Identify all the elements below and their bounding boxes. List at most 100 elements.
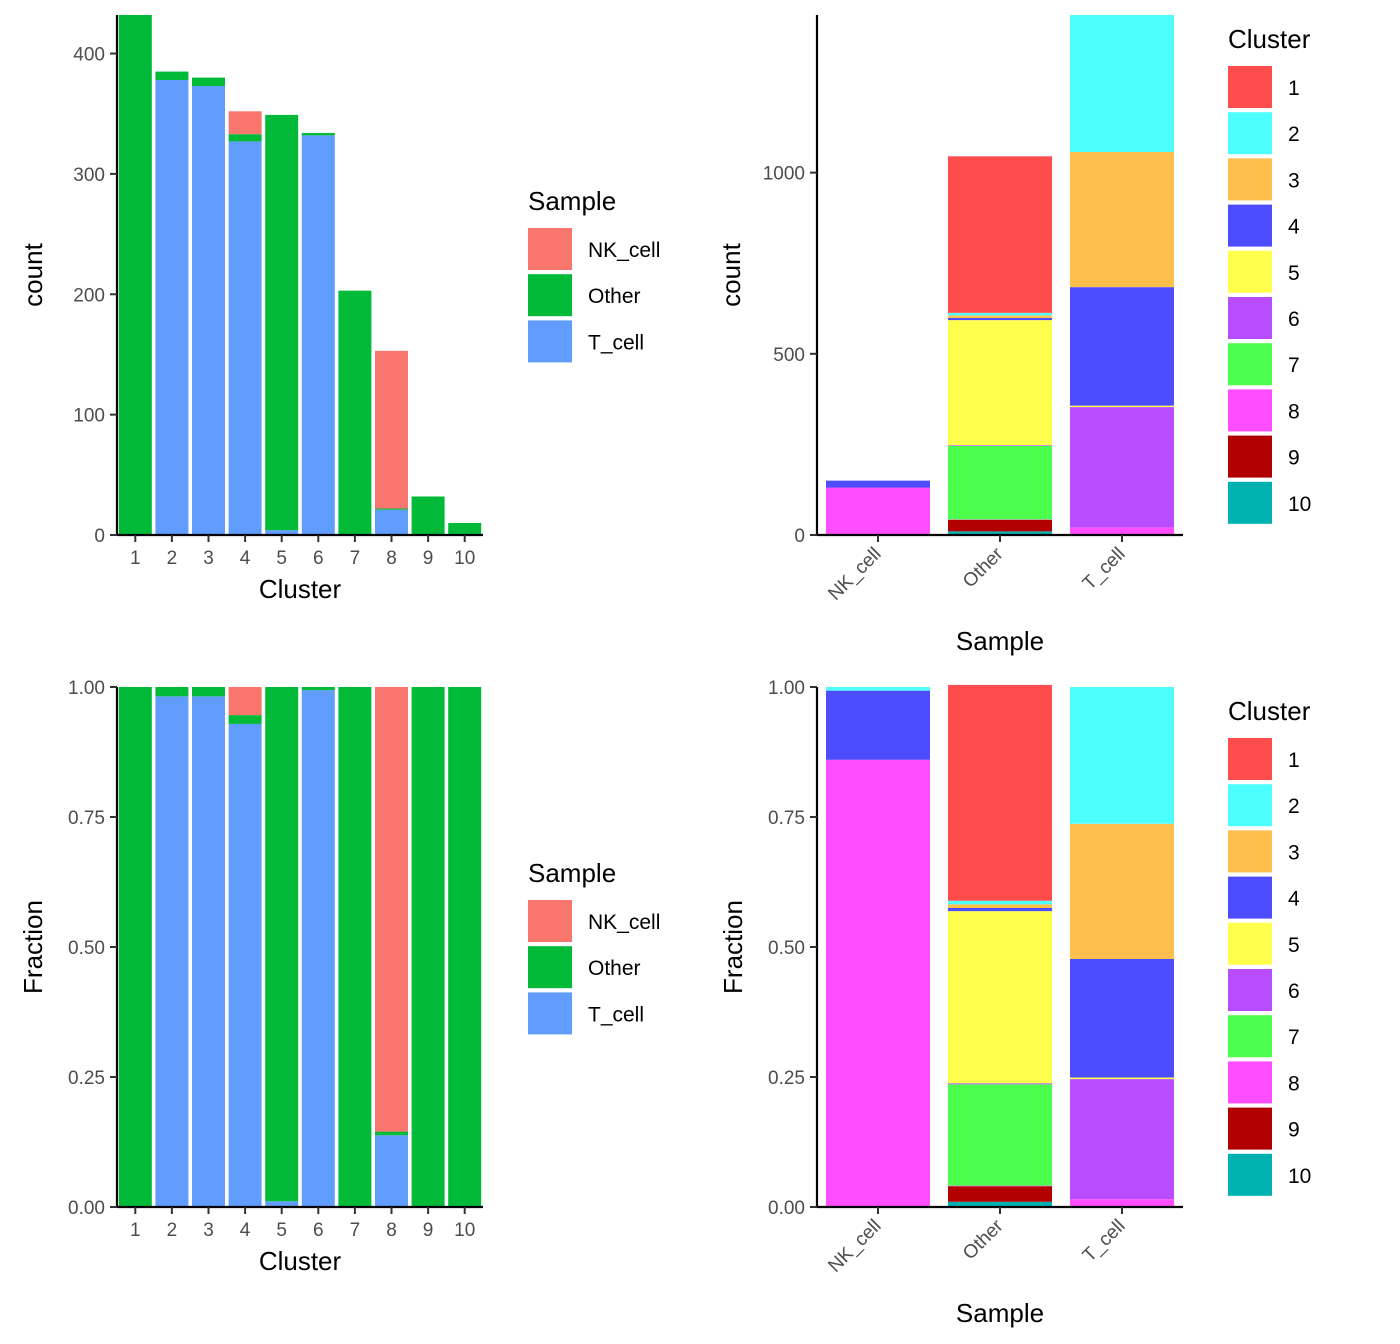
bar-segment [1070,15,1174,152]
y-tick-label: 0.00 [768,1198,805,1219]
bar-segment [448,522,482,535]
bar-segment [192,77,225,87]
y-tick-label: 0.50 [68,938,105,959]
sample-count-chart: 0 500 1000 NK_cell Other T_cell Sample count Clu… [716,15,1311,656]
bar-segment [948,1186,1052,1202]
bar-segment [301,132,335,136]
bar-segment [948,519,1052,532]
bar-segment [1070,1199,1174,1207]
y-tick-label: 0.25 [68,1068,105,1089]
bar-segment [1070,958,1174,1078]
legend-label: 9 [1288,1119,1300,1142]
x-tick-label: 6 [313,1220,324,1241]
x-tick-label: 7 [350,548,361,569]
legend-key [1228,481,1272,524]
legend-label: 8 [1288,400,1300,423]
bar-segment [948,900,1052,905]
y-tick-label: 100 [73,406,105,427]
bar-segment [1070,1077,1174,1080]
bar-segment [1070,687,1174,824]
x-tick-label: NK_cell [824,1216,885,1277]
legend-key [1228,297,1272,339]
cluster-fraction-chart: 0.00 0.25 0.50 0.75 1.00 1 2 3 4 5 6 7 8 9 10 Cluster Fr… [18,678,660,1276]
bar-segment [948,445,1052,520]
bar-segment [155,696,189,1207]
bar-segment [1070,405,1174,408]
bar-segment [265,530,299,535]
legend-label: 4 [1288,888,1300,911]
y-tick-label: 1.00 [768,678,805,699]
x-tick-label: 2 [167,1220,178,1241]
bar-segment [228,687,262,716]
cluster-fraction-bars [118,687,482,1207]
legend-key [1228,66,1272,108]
legend-label: 4 [1288,216,1300,239]
legend-label: 1 [1288,749,1300,772]
legend-key [1228,204,1272,247]
sample-count-legend: Cluster 1 2 3 4 5 6 7 8 9 10 [1228,24,1311,524]
bar-segment [948,320,1052,446]
x-tick-label: 9 [423,548,434,569]
legend-key [1228,738,1272,780]
bar-segment [228,134,262,142]
legend-key [1228,830,1272,873]
bar-segment [826,687,930,691]
bar-segment [948,684,1052,901]
bar-segment [1070,1079,1174,1200]
bar-segment [375,687,408,1132]
bar-segment [948,1201,1052,1207]
x-tick-label: 3 [203,548,214,569]
legend-key [1228,250,1272,293]
legend-title: Cluster [1228,696,1311,726]
legend-label: 6 [1288,980,1300,1003]
bar-segment [301,687,335,691]
legend-label: 5 [1288,262,1300,285]
x-tick-label: 5 [276,1220,287,1241]
bar-segment [1070,407,1174,528]
legend-label: 2 [1288,123,1300,146]
bar-segment [228,715,262,724]
x-axis-title: Sample [956,626,1044,656]
legend-label: 7 [1288,354,1300,377]
sample-count-bars [826,15,1174,535]
y-tick-label: 1000 [763,164,805,185]
legend-key [1228,112,1272,155]
bar-segment [948,904,1052,908]
y-tick-label: 0.25 [768,1068,805,1089]
x-tick-label: 9 [423,1220,434,1241]
x-tick-label: Other [959,543,1008,592]
bar-segment [118,687,152,1207]
x-tick-label: 4 [240,1220,251,1241]
x-axis-title: Cluster [259,1246,342,1276]
legend-label: 5 [1288,934,1300,957]
legend-label: 6 [1288,308,1300,331]
bar-segment [375,350,408,509]
legend-key [1228,343,1272,386]
x-tick-label: 8 [386,548,397,569]
bar-segment [948,312,1052,316]
x-tick-label: 4 [240,548,251,569]
legend-key [528,274,572,317]
x-tick-label: NK_cell [824,544,885,605]
bar-segment [948,911,1052,1084]
bar-segment [948,531,1052,535]
bar-segment [948,156,1052,313]
legend-key [1228,1153,1272,1196]
bar-segment [118,15,152,535]
y-tick-label: 0.75 [68,808,105,829]
legend-key [1228,922,1272,965]
bar-segment [948,317,1052,321]
bar-segment [448,687,482,1207]
x-tick-label: 1 [130,548,141,569]
legend-label: Other [588,285,641,308]
legend-label: 3 [1288,169,1300,192]
bar-segment [1070,151,1174,288]
bar-segment [1070,823,1174,959]
y-tick-label: 0 [94,526,105,547]
legend-key [528,320,572,363]
legend-key [528,900,572,942]
legend-label: 9 [1288,447,1300,470]
legend-label: 1 [1288,77,1300,100]
x-tick-label: 7 [350,1220,361,1241]
legend-title: Sample [528,858,616,888]
